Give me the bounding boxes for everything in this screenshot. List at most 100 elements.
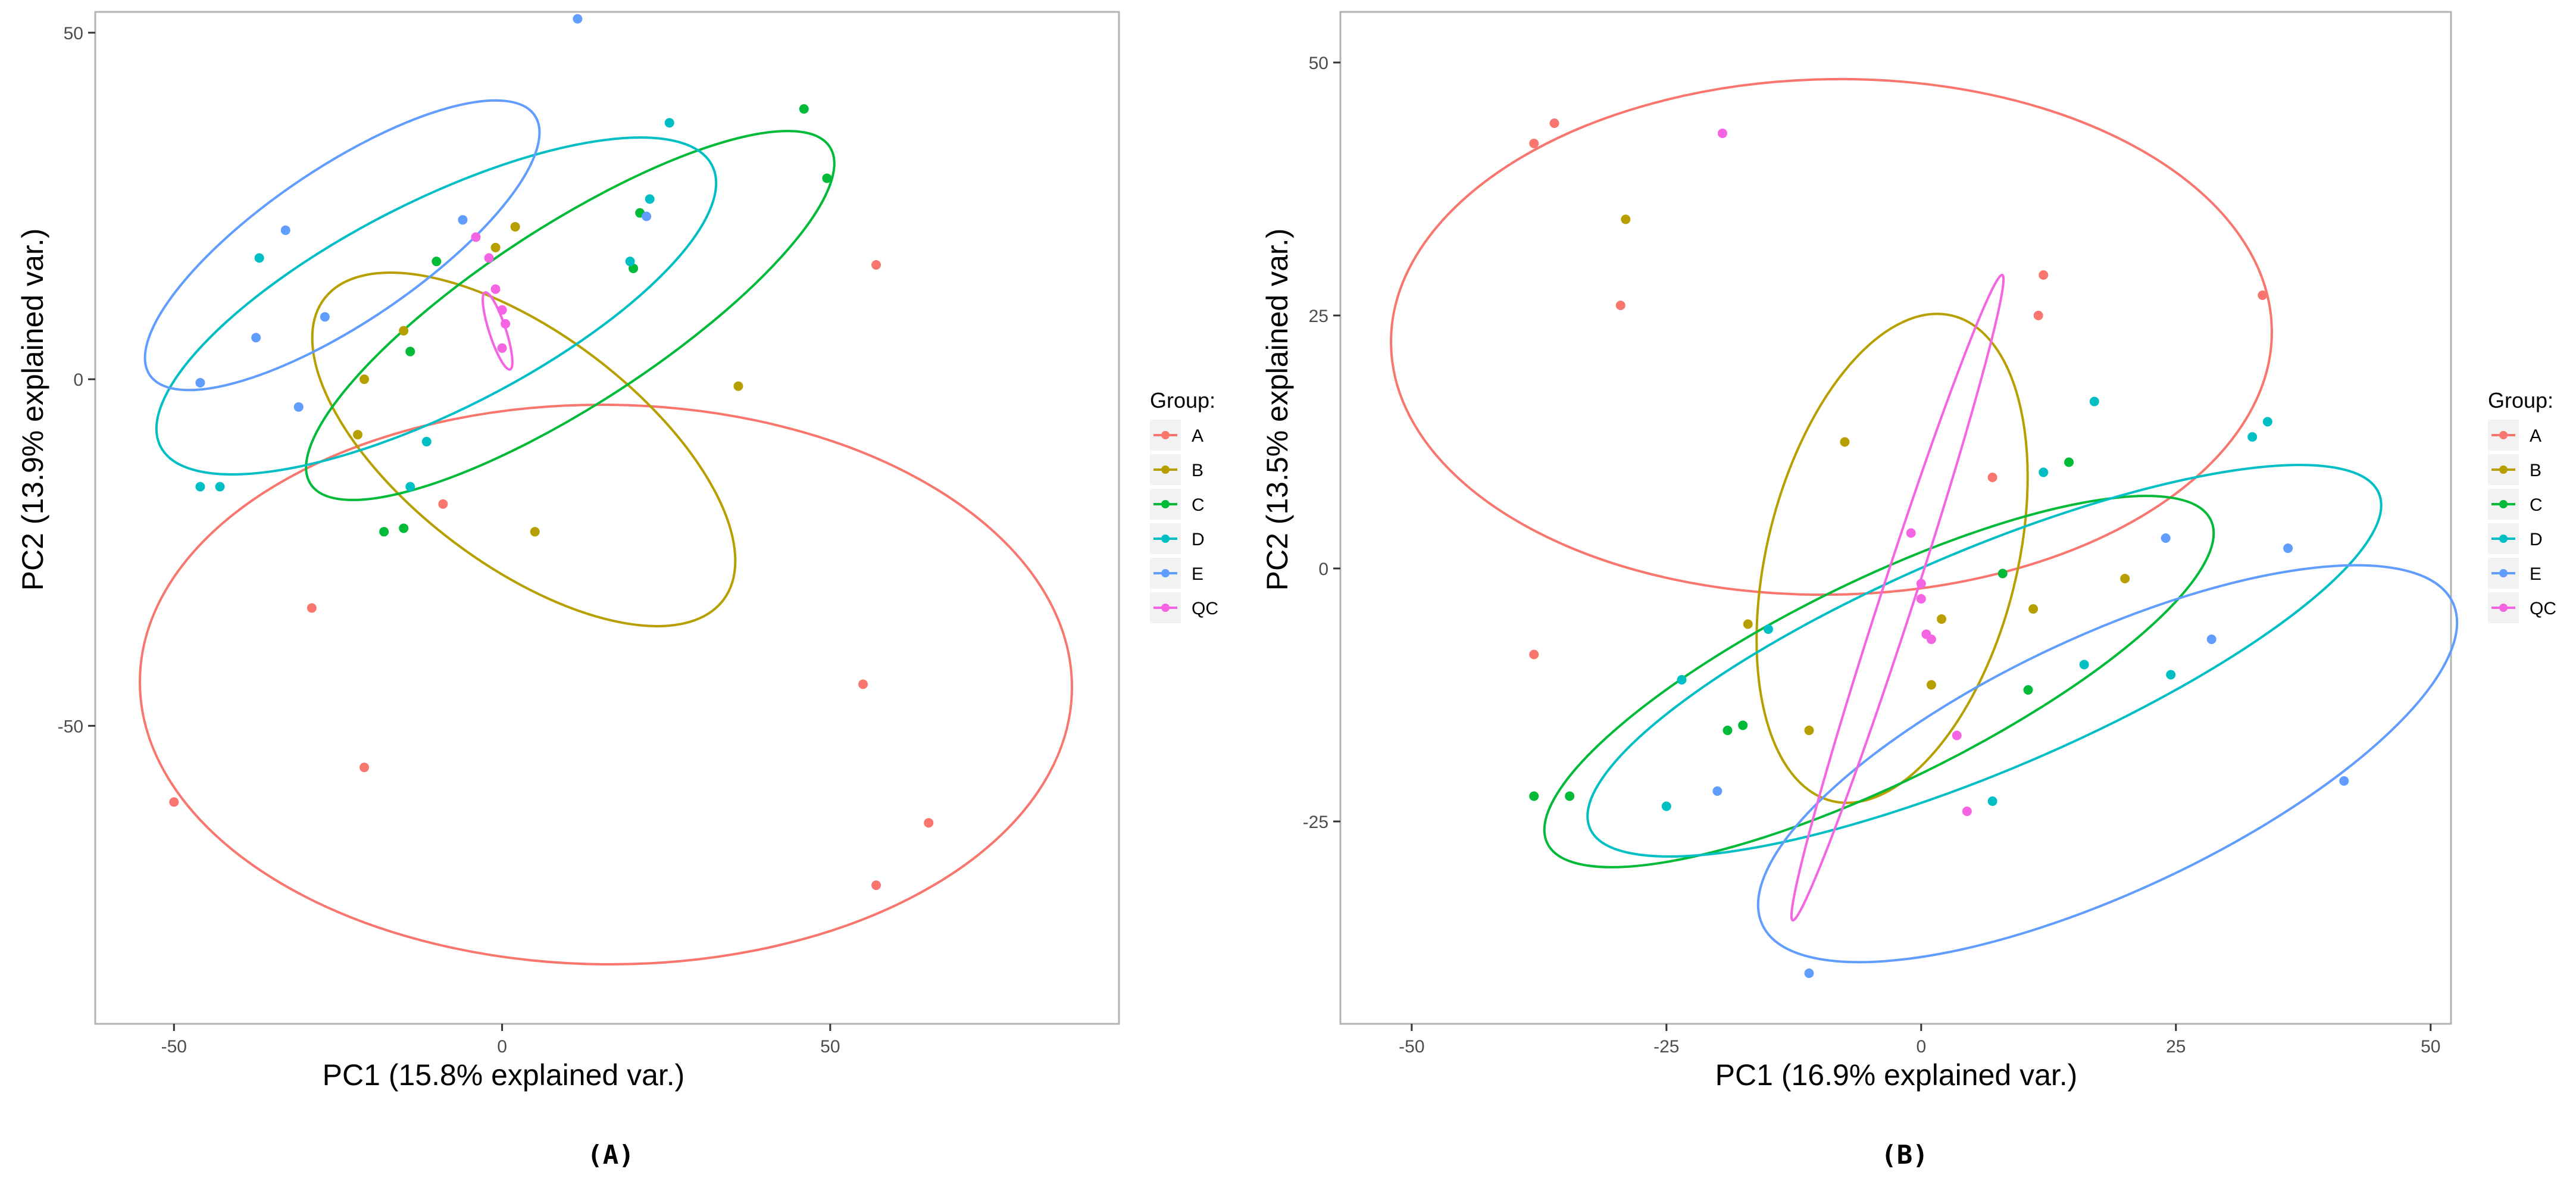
point-a: [2039, 270, 2049, 280]
point-a: [858, 679, 868, 689]
point-a: [924, 818, 934, 828]
point-b: [1937, 614, 1947, 624]
point-a: [359, 763, 370, 773]
panel-a-ellipses: [139, 99, 1073, 966]
point-c: [1722, 726, 1733, 735]
point-d: [2262, 417, 2272, 427]
legend-key-point-d: [2499, 535, 2508, 543]
point-d: [215, 482, 225, 492]
point-c: [1997, 568, 2008, 579]
point-a: [1987, 473, 1997, 482]
point-e: [195, 377, 205, 388]
point-b: [1840, 437, 1850, 447]
point-d: [2079, 660, 2089, 670]
confidence-ellipse-a: [139, 403, 1073, 966]
y-tick-label: -25: [1303, 813, 1328, 832]
confidence-ellipse-c: [305, 130, 836, 501]
legend-key-point-a: [2499, 431, 2508, 439]
legend-key-point-b: [2499, 465, 2508, 474]
panel-b-y-axis-title: PC2 (13.5% explained var.): [1261, 229, 1294, 591]
point-a: [169, 797, 179, 807]
point-b: [399, 326, 409, 336]
panel-b-ticks: -50 -25 0 25 50 -25 0 25 50: [1303, 54, 2441, 1057]
point-c: [399, 523, 409, 533]
point-c: [379, 527, 389, 537]
legend-label-d: D: [1192, 530, 1205, 549]
legend-label-e: E: [2530, 564, 2541, 584]
legend-key-point-e: [2499, 569, 2508, 577]
point-e: [2206, 635, 2217, 644]
point-a: [2258, 290, 2268, 300]
point-d: [1677, 675, 1687, 685]
point-d: [1764, 624, 1774, 634]
point-qc: [1952, 730, 1962, 740]
x-tick-label: 0: [497, 1037, 507, 1057]
legend-label-b: B: [2530, 461, 2541, 480]
legend-label-e: E: [1192, 564, 1203, 584]
panel-a-x-axis-title: PC1 (15.8% explained var.): [323, 1058, 685, 1092]
confidence-ellipse-e: [143, 99, 541, 392]
point-qc: [1906, 528, 1916, 538]
point-b: [2120, 574, 2130, 583]
point-d: [405, 482, 415, 492]
legend-key-point-c: [2499, 500, 2508, 508]
x-tick-label: -50: [1399, 1037, 1424, 1057]
x-tick-label: 50: [2421, 1037, 2440, 1057]
legend-key-point-c: [1161, 500, 1170, 508]
panel-a-y-axis-title: PC2 (13.9% explained var.): [16, 229, 49, 591]
point-c: [799, 104, 809, 114]
confidence-ellipse-d: [155, 136, 718, 476]
point-e: [251, 333, 261, 343]
confidence-ellipse-e: [1756, 564, 2459, 964]
point-b: [1804, 726, 1814, 735]
point-qc: [1962, 807, 1972, 816]
confidence-ellipse-a: [1390, 77, 2273, 596]
y-tick-label: 0: [1318, 560, 1328, 579]
point-b: [359, 374, 370, 385]
x-tick-label: -50: [161, 1037, 187, 1057]
point-qc: [490, 284, 501, 294]
point-b: [1743, 619, 1753, 629]
confidence-ellipse-d: [1586, 464, 2383, 858]
panel-b-label: (B): [1881, 1140, 1928, 1170]
panel-b-x-axis-title: PC1 (16.9% explained var.): [1715, 1058, 2078, 1092]
point-c: [2023, 685, 2033, 695]
point-a: [1529, 649, 1539, 660]
point-qc: [1926, 635, 1936, 644]
point-e: [2283, 543, 2293, 553]
point-c: [2064, 457, 2074, 467]
panel-a-label: (A): [587, 1140, 634, 1170]
panel-a-plot-area: [94, 11, 1120, 1025]
point-d: [254, 253, 264, 263]
legend-key-point-qc: [2499, 604, 2508, 612]
point-d: [664, 118, 674, 128]
point-e: [642, 211, 652, 221]
legend-label-qc: QC: [1192, 599, 1218, 618]
point-a: [1549, 118, 1559, 128]
point-a: [2033, 311, 2043, 320]
legend-label-b: B: [1192, 461, 1203, 480]
point-a: [1615, 301, 1625, 310]
point-c: [1565, 791, 1575, 801]
point-e: [458, 215, 468, 225]
legend-key-point-e: [1161, 569, 1170, 577]
point-a: [438, 499, 448, 509]
confidence-ellipse-qc: [1790, 273, 2005, 922]
point-d: [2166, 670, 2176, 680]
point-d: [421, 436, 432, 446]
confidence-ellipse-b: [311, 271, 737, 627]
panel-a-ticks: -50 0 50 -50 0 50: [58, 24, 840, 1057]
confidence-ellipse-b: [1755, 313, 2029, 804]
point-c: [1738, 720, 1748, 730]
point-d: [2039, 467, 2049, 477]
legend-key-point-b: [1161, 465, 1170, 474]
legend-key-point-a: [1161, 431, 1170, 439]
point-a: [871, 260, 881, 270]
x-tick-label: -25: [1653, 1037, 1679, 1057]
point-qc: [1717, 129, 1727, 138]
x-tick-label: 50: [820, 1037, 840, 1057]
point-qc: [1916, 579, 1926, 589]
legend-label-d: D: [2530, 530, 2543, 549]
